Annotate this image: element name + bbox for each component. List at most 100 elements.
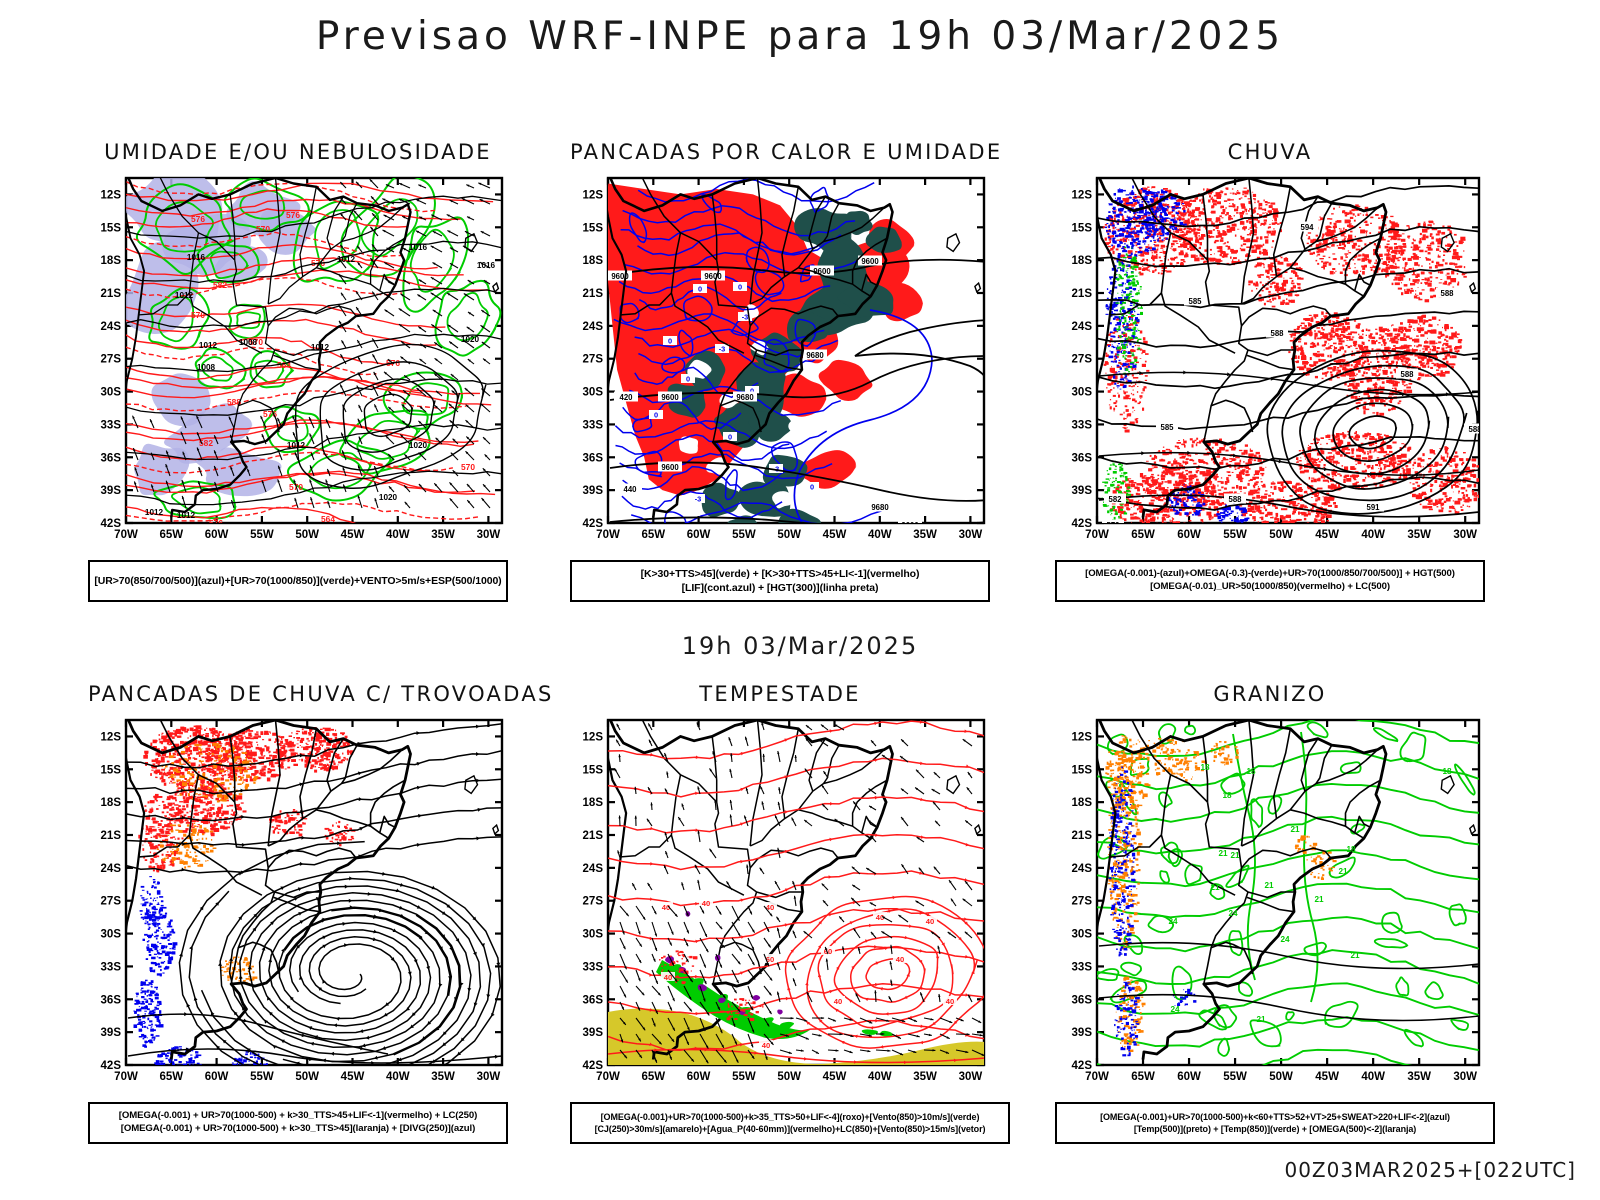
svg-text:9600: 9600 xyxy=(813,267,831,276)
svg-text:21S: 21S xyxy=(1072,288,1093,300)
svg-text:35W: 35W xyxy=(431,529,455,541)
run-timestamp: 00Z03MAR2025+[022UTC] xyxy=(1284,1158,1576,1182)
svg-text:570: 570 xyxy=(249,337,263,347)
svg-text:0: 0 xyxy=(728,433,732,442)
svg-text:564: 564 xyxy=(277,360,291,370)
caption-tempestade: [OMEGA(-0.001)+UR>70(1000-500)+k>35_TTS>… xyxy=(570,1102,1010,1144)
svg-text:30S: 30S xyxy=(1072,387,1093,399)
panel-title-pancadas-calor: PANCADAS POR CALOR E UMIDADE xyxy=(570,140,1003,164)
svg-text:0: 0 xyxy=(810,483,814,492)
svg-text:33S: 33S xyxy=(583,419,604,431)
svg-text:39S: 39S xyxy=(583,485,604,497)
svg-text:564: 564 xyxy=(321,514,335,524)
panel-pancadas-trovoadas[interactable]: PANCADAS DE CHUVA C/ TROVOADAS 12S 15S 18S… xyxy=(88,682,554,1147)
svg-text:33S: 33S xyxy=(1072,419,1093,431)
svg-text:9600: 9600 xyxy=(704,272,722,281)
svg-text:35W: 35W xyxy=(1407,529,1431,541)
svg-text:570: 570 xyxy=(461,462,475,472)
map-umidade[interactable]: 12S 15S 18S 21S 24S 27S 30S 33S 36S 39S 42S 70W 65W 6… xyxy=(88,170,508,545)
mid-date-label: 19h 03/Mar/2025 xyxy=(681,632,919,660)
caption-pancadas-trovoadas: [OMEGA(-0.001) + UR>70(1000-500) + k>30_… xyxy=(88,1102,508,1144)
svg-text:27S: 27S xyxy=(1072,354,1093,366)
svg-text:588: 588 xyxy=(227,397,241,407)
svg-text:15S: 15S xyxy=(583,222,604,234)
svg-text:1016: 1016 xyxy=(187,253,206,262)
svg-text:9600: 9600 xyxy=(901,521,919,530)
svg-text:1012: 1012 xyxy=(199,341,218,350)
svg-text:65W: 65W xyxy=(159,529,183,541)
svg-text:1012: 1012 xyxy=(145,508,164,517)
caption-granizo: [OMEGA(-0.001)+UR>70(1000-500)+k<60+TTS>… xyxy=(1055,1102,1495,1144)
svg-text:65W: 65W xyxy=(1131,529,1155,541)
svg-text:40W: 40W xyxy=(1361,529,1385,541)
panel-pancadas-calor[interactable]: PANCADAS POR CALOR E UMIDADE 12S 15S 18S 21… xyxy=(570,140,1003,602)
svg-text:9600: 9600 xyxy=(661,393,679,402)
svg-text:1020: 1020 xyxy=(379,493,398,502)
svg-text:35W: 35W xyxy=(913,529,937,541)
caption-line: [CJ(250)>30m/s](amarelo)+[Agua_P(40-60mm… xyxy=(594,1124,986,1134)
map-chuva[interactable]: 12S 15S 18S 21S 24S 27S 30S 33S 36S 39S 42S 70W 65W 6… xyxy=(1055,170,1485,545)
svg-text:18S: 18S xyxy=(1072,255,1093,267)
svg-text:576: 576 xyxy=(286,210,300,220)
caption-line: [LIF](cont.azul) + [HGT(300)](linha pret… xyxy=(681,582,879,594)
svg-text:12S: 12S xyxy=(1072,189,1093,201)
svg-text:24S: 24S xyxy=(101,321,122,333)
svg-text:30W: 30W xyxy=(959,529,983,541)
svg-text:42S: 42S xyxy=(1072,518,1093,530)
svg-text:9600: 9600 xyxy=(611,272,629,281)
svg-text:570: 570 xyxy=(191,310,205,320)
map-pancadas-calor[interactable]: 12S 15S 18S 21S 24S 27S 30S 33S 36S 39S 42S 70W 65W 6… xyxy=(570,170,990,545)
caption-line: [OMEGA(-0.001)-(azul)+OMEGA(-0.3)-(verde… xyxy=(1085,568,1455,580)
panel-chuva[interactable]: CHUVA 12S 15S 18S 21S 24S 27S 30S 33S 36S 39S 42S 7… xyxy=(1055,140,1485,602)
svg-text:1020: 1020 xyxy=(409,441,428,450)
svg-text:65W: 65W xyxy=(641,529,665,541)
svg-text:0: 0 xyxy=(668,337,672,346)
svg-text:9680: 9680 xyxy=(871,503,889,512)
svg-text:1020: 1020 xyxy=(461,335,480,344)
svg-text:18S: 18S xyxy=(583,255,604,267)
map-tempestade[interactable]: 12S 15S 18S 21S 24S 27S 30S 33S 36S 39S 42S 70W 65W 6… xyxy=(570,712,990,1087)
svg-text:60W: 60W xyxy=(1177,529,1201,541)
svg-text:36S: 36S xyxy=(583,452,604,464)
svg-text:27S: 27S xyxy=(583,354,604,366)
svg-text:576: 576 xyxy=(263,409,277,419)
svg-text:576: 576 xyxy=(209,518,223,528)
svg-text:440: 440 xyxy=(623,485,637,494)
svg-text:24S: 24S xyxy=(583,321,604,333)
svg-text:1012: 1012 xyxy=(287,441,306,450)
caption-line: [K>30+TTS>45](verde) + [K>30+TTS>45+LI<-… xyxy=(640,567,920,580)
panel-granizo[interactable]: GRANIZO 12S 15S 18S 21S 24S 27S 30S 33S 36S 39S 42… xyxy=(1055,682,1495,1147)
svg-text:60W: 60W xyxy=(687,529,711,541)
svg-text:1008: 1008 xyxy=(239,338,258,347)
svg-text:12S: 12S xyxy=(583,189,604,201)
svg-text:-3: -3 xyxy=(742,313,749,322)
panel-tempestade[interactable]: TEMPESTADE 12S 15S 18S 21S 24S 27S 30S 33S 36S 39… xyxy=(570,682,1010,1147)
svg-text:0: 0 xyxy=(750,387,754,396)
svg-text:30W: 30W xyxy=(477,529,501,541)
svg-text:21S: 21S xyxy=(583,288,604,300)
svg-text:33S: 33S xyxy=(101,419,122,431)
svg-text:39S: 39S xyxy=(1072,485,1093,497)
map-granizo[interactable]: 12S 15S 18S 21S 24S 27S 30S 33S 36S 39S 42S 70W 65W 6… xyxy=(1055,712,1485,1087)
svg-text:15S: 15S xyxy=(1072,222,1093,234)
svg-text:-3: -3 xyxy=(719,345,726,354)
svg-text:42S: 42S xyxy=(583,518,604,530)
svg-text:45W: 45W xyxy=(1315,529,1339,541)
caption-line: [OMEGA(-0.001)+UR>70(1000-500)+k<60+TTS>… xyxy=(1100,1111,1450,1122)
panel-umidade[interactable]: UMIDADE E/OU NEBULOSIDADE 12S 15S 18S 21S 24… xyxy=(88,140,508,602)
caption-line: [Temp(500)](preto) + [Temp(850)](verde) … xyxy=(1133,1124,1417,1134)
svg-text:70W: 70W xyxy=(1085,529,1109,541)
svg-text:70W: 70W xyxy=(596,529,620,541)
svg-text:36S: 36S xyxy=(101,452,122,464)
svg-text:50W: 50W xyxy=(1269,529,1293,541)
svg-text:9680: 9680 xyxy=(806,351,824,360)
svg-text:40W: 40W xyxy=(868,529,892,541)
svg-text:1012: 1012 xyxy=(175,291,194,300)
caption-chuva: [OMEGA(-0.001)-(azul)+OMEGA(-0.3)-(verde… xyxy=(1055,560,1485,602)
panel-title-chuva: CHUVA xyxy=(1227,140,1313,164)
svg-text:36S: 36S xyxy=(1072,452,1093,464)
map-pancadas-trovoadas[interactable]: 12S 15S 18S 21S 24S 27S 30S 33S 36S 39S 42S 70W 65W 6… xyxy=(88,712,508,1087)
svg-text:9600: 9600 xyxy=(661,463,679,472)
svg-text:70W: 70W xyxy=(114,529,138,541)
panel-title-pancadas-trovoadas: PANCADAS DE CHUVA C/ TROVOADAS xyxy=(88,682,554,706)
